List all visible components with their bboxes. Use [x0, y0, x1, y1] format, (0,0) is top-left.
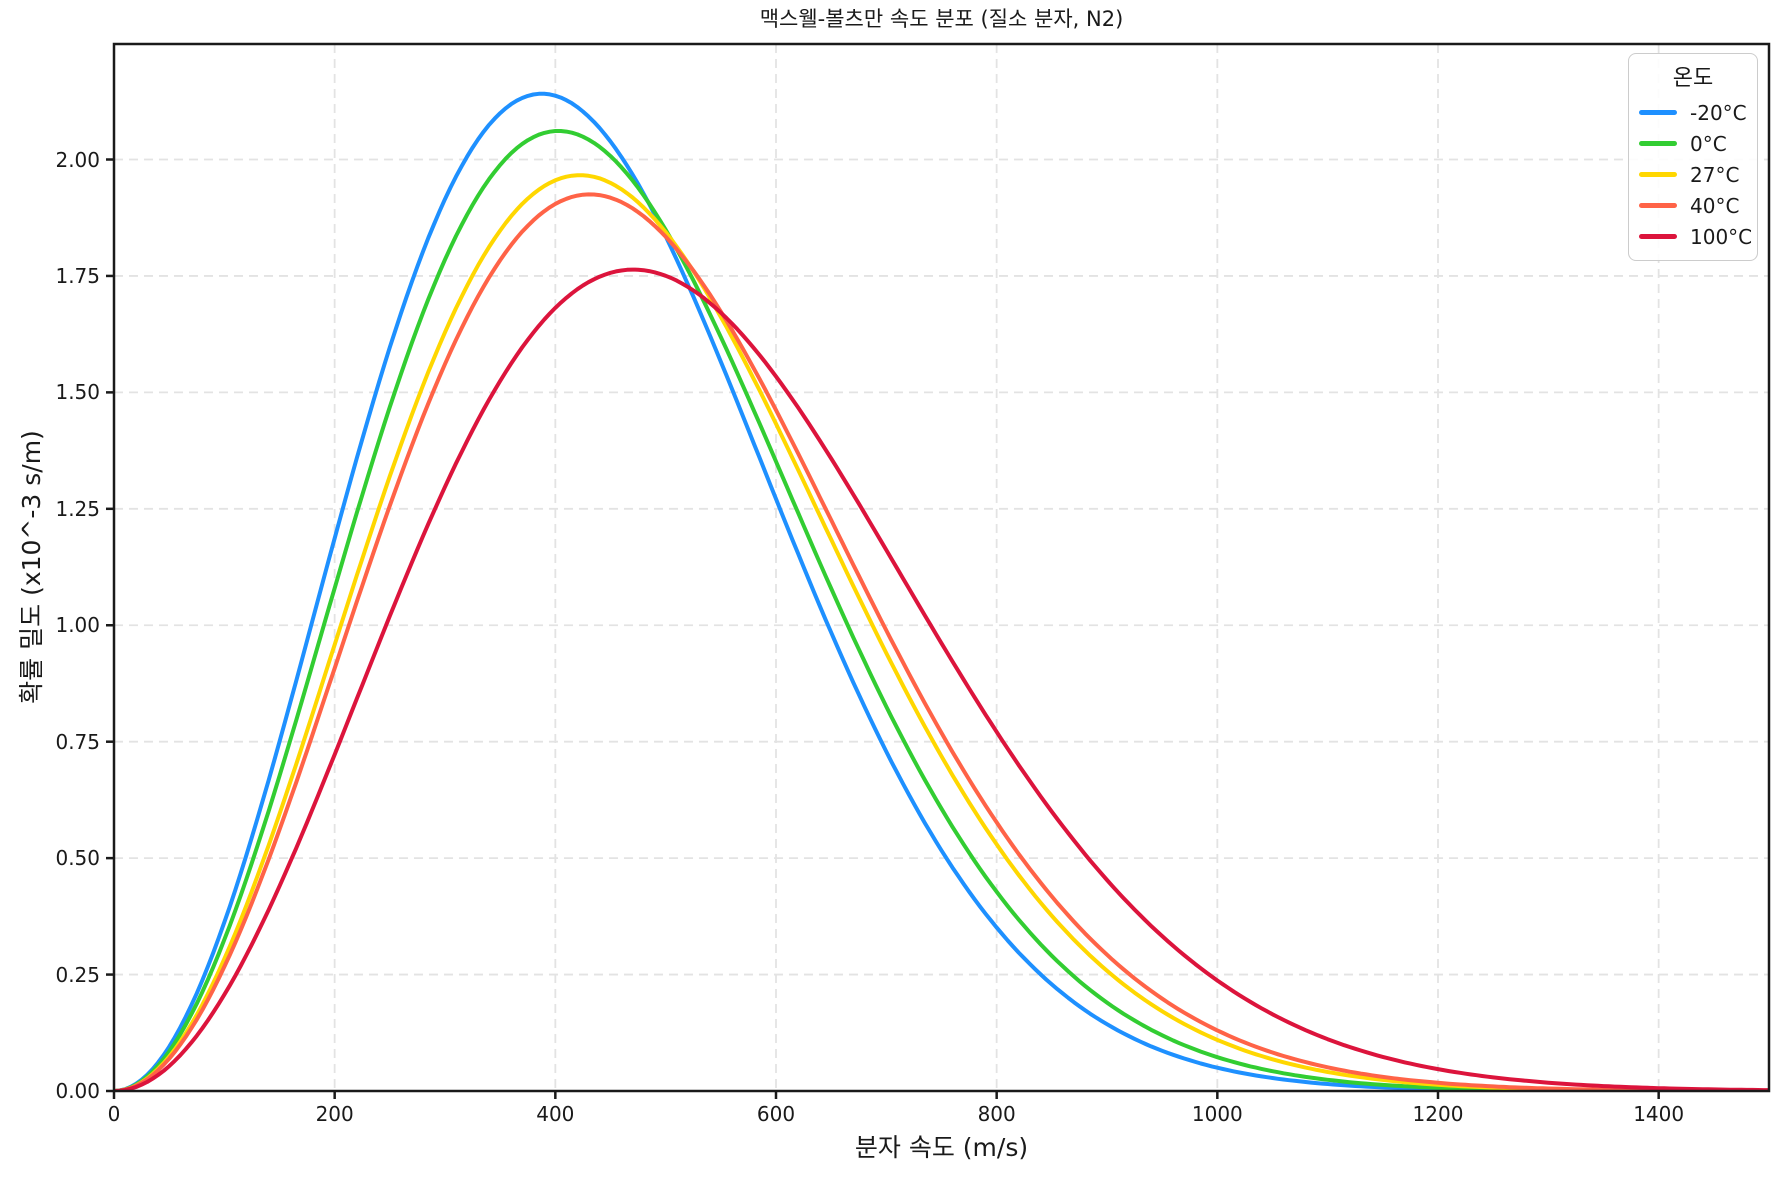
legend-item: 100°C	[1639, 221, 1752, 252]
y-tick-label: 1.50	[55, 380, 100, 405]
legend: 온도 -20°C 0°C 27°C 40°C 100°C	[1628, 53, 1758, 261]
x-tick-label: 800	[977, 1102, 1016, 1126]
x-tick-label: 200	[315, 1102, 354, 1126]
y-tick-label: 0.50	[55, 846, 100, 871]
legend-swatch	[1639, 203, 1677, 208]
legend-label: 27°C	[1690, 162, 1740, 187]
chart-title: 맥스웰-볼츠만 속도 분포 (질소 분자, N2)	[759, 7, 1124, 31]
y-tick-label: 2.00	[55, 147, 100, 172]
curve-27c	[114, 173, 1769, 1091]
curves-group	[114, 91, 1769, 1091]
plot-border	[112, 42, 1771, 1093]
legend-swatch	[1639, 172, 1677, 177]
y-tick-label: 1.25	[55, 496, 100, 521]
legend-label: 40°C	[1690, 193, 1740, 218]
x-tick-label: 600	[756, 1102, 796, 1126]
legend-item: 27°C	[1639, 159, 1747, 190]
x-tick-label: 400	[536, 1102, 575, 1126]
legend-label: 0°C	[1690, 131, 1727, 156]
x-tick-label: 1400	[1633, 1102, 1685, 1126]
curve--20c	[114, 91, 1769, 1091]
legend-items: -20°C 0°C 27°C 40°C 100°C	[1639, 97, 1752, 252]
legend-label: 100°C	[1690, 224, 1753, 249]
legend-item: 0°C	[1639, 128, 1747, 159]
curve-100c	[114, 267, 1769, 1091]
y-tick-label: 0.75	[55, 729, 100, 754]
curve-40c	[114, 192, 1769, 1091]
x-axis-label: 분자 속도 (m/s)	[854, 1133, 1029, 1162]
legend-label: -20°C	[1690, 100, 1747, 125]
x-tick-label: 1200	[1412, 1102, 1464, 1126]
legend-swatch	[1639, 234, 1677, 239]
x-tick-label: 0	[107, 1102, 121, 1126]
legend-title: 온도	[1672, 66, 1714, 91]
y-tick-label: 1.75	[55, 263, 100, 288]
x-tick-label: 1000	[1191, 1102, 1243, 1126]
legend-swatch	[1639, 141, 1677, 146]
legend-item: 40°C	[1639, 190, 1747, 221]
y-tick-label: 0.00	[55, 1079, 100, 1103]
y-tick-label: 1.00	[55, 613, 100, 638]
y-axis-label: 확률 밀도 (x10^-3 s/m)	[17, 430, 46, 704]
legend-swatch	[1639, 110, 1677, 115]
y-tick-label: 0.25	[55, 962, 100, 987]
curve-0c	[114, 129, 1769, 1091]
legend-item: -20°C	[1639, 97, 1747, 128]
